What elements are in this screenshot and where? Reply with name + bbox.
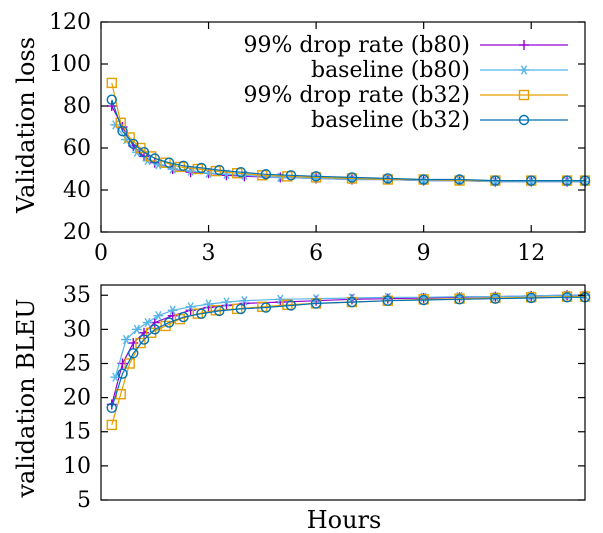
bleu-series-3-point-18 bbox=[526, 292, 537, 304]
loss-series-3-point-12 bbox=[310, 171, 322, 182]
bleu-y-axis-label: validation BLEU bbox=[12, 298, 40, 498]
loss-series-3-point-6 bbox=[178, 160, 189, 172]
loss-series-0-point-0 bbox=[106, 101, 117, 111]
loss-series-3-point-18 bbox=[526, 175, 537, 186]
bleu-series-3-point-17 bbox=[490, 293, 501, 304]
bleu-ytick-label-4: 25 bbox=[63, 351, 91, 376]
bleu-ytick-label-2: 15 bbox=[63, 420, 91, 445]
loss-xtick-label-0: 0 bbox=[94, 241, 108, 266]
bleu-series-3-point-6 bbox=[178, 311, 189, 323]
bleu-series-1-point-9 bbox=[239, 295, 250, 306]
loss-xtick-label-1: 3 bbox=[202, 241, 216, 266]
loss-plot-frame bbox=[100, 21, 586, 233]
bleu-ytick-label-3: 20 bbox=[63, 386, 91, 411]
bleu-series-1-point-1 bbox=[121, 334, 132, 345]
bleu-plot-frame bbox=[100, 284, 586, 501]
bleu-series-1-point-5 bbox=[167, 305, 178, 315]
loss-ytick-label-3: 80 bbox=[63, 94, 91, 119]
loss-series-3-point-3 bbox=[138, 146, 150, 158]
legend-marker-3 bbox=[518, 114, 530, 126]
bleu-ytick-label-0: 5 bbox=[77, 488, 91, 513]
legend-label-1: baseline (b80) bbox=[311, 58, 470, 83]
loss-series-3-point-0 bbox=[106, 94, 117, 105]
bleu-series-line-0 bbox=[111, 294, 585, 405]
loss-y-axis-label: Validation loss bbox=[12, 37, 40, 214]
loss-xtick-label-3: 9 bbox=[417, 241, 431, 266]
bleu-series-1-point-10 bbox=[275, 294, 286, 305]
loss-series-3-point-5 bbox=[163, 157, 175, 168]
bleu-series-2-point-0 bbox=[106, 419, 117, 431]
bleu-ytick-label-6: 35 bbox=[63, 283, 91, 308]
loss-series-3-point-16 bbox=[454, 174, 465, 185]
bleu-series-3-point-16 bbox=[454, 294, 465, 305]
bleu-series-3-point-12 bbox=[310, 298, 322, 309]
bleu-ytick-label-1: 10 bbox=[63, 454, 91, 479]
legend-label-2: 99% drop rate (b32) bbox=[243, 83, 470, 108]
bleu-series-line-3 bbox=[111, 296, 585, 409]
loss-series-2-point-0 bbox=[106, 77, 117, 89]
bleu-series-3-point-5 bbox=[163, 317, 175, 328]
loss-series-3-point-14 bbox=[382, 173, 394, 184]
bleu-series-3-point-0 bbox=[106, 402, 117, 414]
bleu-series-1-point-3 bbox=[142, 317, 153, 328]
loss-series-3-point-13 bbox=[346, 172, 358, 183]
loss-xtick-label-2: 6 bbox=[309, 241, 323, 266]
loss-ytick-label-4: 100 bbox=[49, 52, 91, 77]
bleu-series-3-point-9 bbox=[235, 303, 247, 315]
loss-series-3-point-7 bbox=[196, 162, 207, 174]
bleu-x-axis-label: Hours bbox=[307, 506, 382, 533]
bleu-series-1-point-2 bbox=[131, 324, 142, 335]
bleu-ytick-label-5: 30 bbox=[63, 317, 91, 342]
bleu-series-2-point-3 bbox=[135, 337, 146, 349]
loss-series-3-point-4 bbox=[149, 153, 160, 164]
bleu-series-1-point-8 bbox=[221, 297, 232, 307]
loss-ytick-label-5: 120 bbox=[49, 10, 91, 35]
loss-series-3-point-2 bbox=[128, 138, 139, 150]
loss-panel: Validation loss 20 40 60 80 100 120 0 3 6 9 12 99% … bbox=[12, 10, 591, 266]
bleu-series-line-1 bbox=[114, 294, 585, 378]
legend-marker-0 bbox=[519, 40, 529, 50]
bleu-series-1-point-7 bbox=[203, 299, 214, 309]
loss-series-3-point-9 bbox=[235, 166, 247, 178]
bleu-series-3-point-13 bbox=[346, 296, 358, 308]
loss-series-3-point-15 bbox=[418, 174, 429, 185]
bleu-series-1-point-4 bbox=[153, 311, 164, 321]
loss-series-3-point-19 bbox=[561, 175, 573, 186]
bleu-series-line-2 bbox=[111, 296, 585, 426]
loss-series-3-point-10 bbox=[260, 169, 272, 180]
bleu-panel: validation BLEU Hours 5 10 15 20 25 30 35 bbox=[12, 283, 591, 533]
bleu-series-3-point-11 bbox=[285, 300, 297, 311]
legend-marker-1 bbox=[519, 65, 529, 75]
legend-marker-2 bbox=[518, 89, 530, 101]
bleu-series-3-point-2 bbox=[128, 348, 139, 359]
loss-ytick-label-1: 40 bbox=[63, 178, 91, 203]
loss-series bbox=[106, 77, 591, 187]
bleu-series-3-point-1 bbox=[117, 368, 128, 379]
bleu-series-3-point-15 bbox=[418, 294, 429, 306]
bleu-series-3-point-8 bbox=[214, 305, 225, 317]
legend: 99% drop rate (b80)baseline (b80)99% dro… bbox=[243, 33, 568, 133]
loss-xtick-label-4: 12 bbox=[517, 241, 545, 266]
bleu-series-3-point-14 bbox=[382, 295, 394, 306]
loss-series-3-point-11 bbox=[285, 170, 297, 181]
bleu-series-3-point-10 bbox=[260, 302, 272, 313]
legend-label-3: baseline (b32) bbox=[311, 108, 470, 133]
loss-ytick-label-2: 60 bbox=[63, 136, 91, 161]
loss-series-3-point-1 bbox=[117, 125, 128, 137]
bleu-series-3-point-4 bbox=[149, 324, 160, 335]
loss-series-3-point-8 bbox=[214, 164, 225, 176]
bleu-series bbox=[106, 290, 591, 431]
legend-label-0: 99% drop rate (b80) bbox=[243, 33, 470, 58]
bleu-series-2-point-11 bbox=[282, 299, 293, 310]
bleu-series-3-point-7 bbox=[196, 308, 207, 319]
bleu-series-2-point-4 bbox=[145, 327, 157, 338]
loss-ytick-label-0: 20 bbox=[63, 220, 91, 245]
bleu-series-3-point-19 bbox=[561, 292, 573, 303]
bleu-series-3-point-3 bbox=[138, 334, 150, 345]
bleu-series-1-point-6 bbox=[185, 302, 196, 312]
loss-series-3-point-17 bbox=[490, 175, 501, 186]
